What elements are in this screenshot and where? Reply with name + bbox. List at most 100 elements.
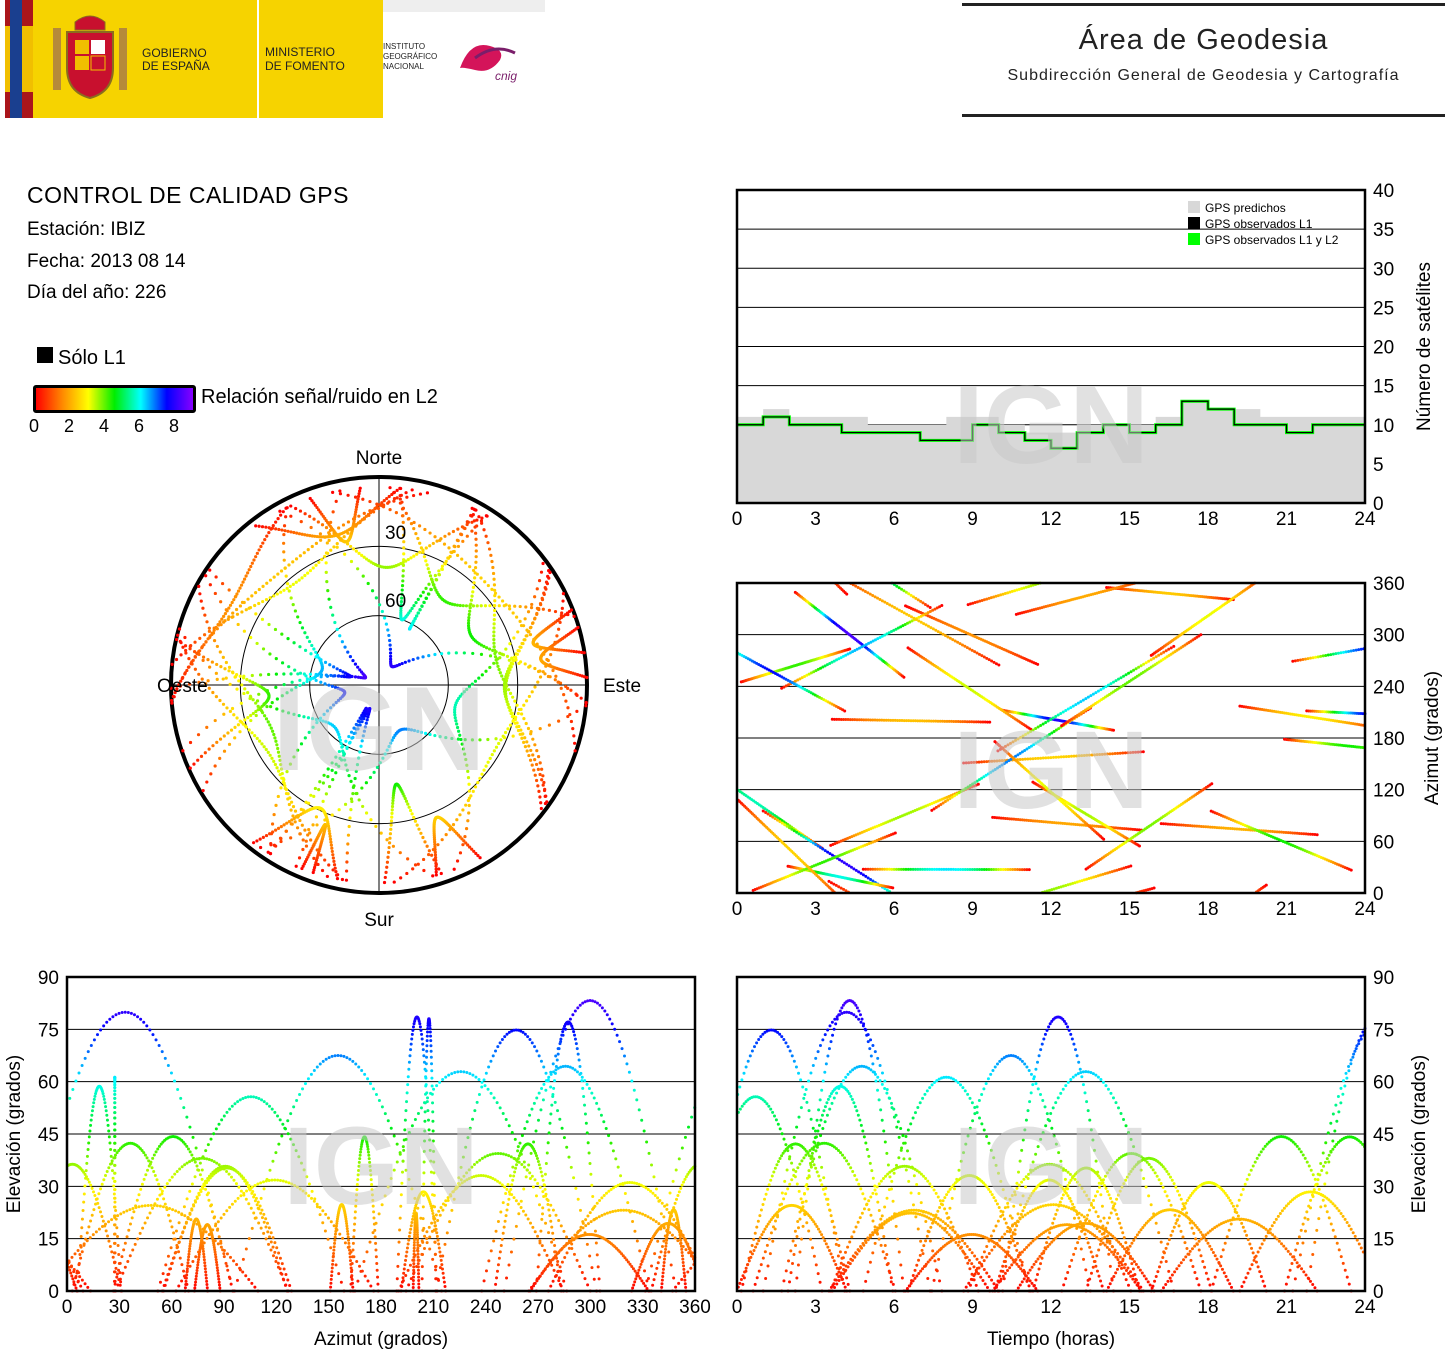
skyplot-point (431, 874, 435, 878)
skyplot-point (330, 761, 334, 765)
skyplot-point (280, 694, 284, 698)
elevation-azimuth-point (332, 1245, 336, 1249)
skyplot-point (561, 592, 566, 596)
skyplot-point (224, 660, 228, 665)
skyplot-point (536, 784, 540, 788)
skyplot-point (429, 587, 433, 591)
skyplot-point (438, 538, 442, 542)
skyplot-point (499, 738, 503, 742)
elevation-azimuth-point (215, 1260, 219, 1264)
azimuth-point (845, 592, 849, 596)
elevation-azimuth-point (417, 1282, 421, 1286)
skyplot-point (470, 520, 474, 524)
skyplot-point (234, 674, 238, 679)
skyplot-point (246, 691, 250, 695)
skyplot-point (400, 584, 405, 588)
skyplot-point (425, 491, 430, 495)
skyplot-point (227, 588, 231, 592)
skyplot-point (318, 532, 323, 536)
skyplot-point (307, 801, 311, 805)
skyplot-point (464, 826, 469, 831)
skyplot-point (381, 756, 385, 760)
snr-tick-0: 0 (29, 416, 40, 436)
skyplot-point (320, 523, 325, 527)
skyplot-point (233, 736, 237, 740)
skyplot-point (387, 744, 391, 749)
skyplot-point (298, 671, 303, 675)
skyplot-point (492, 622, 496, 626)
skyplot-point (313, 863, 317, 867)
skyplot-point (356, 497, 360, 501)
skyplot-point (360, 786, 364, 790)
skyplot-point (374, 824, 378, 829)
skyplot-point (510, 662, 515, 666)
skyplot-point (572, 734, 576, 738)
skyplot-point (540, 596, 544, 600)
skyplot-point (285, 586, 289, 590)
skyplot-point (433, 856, 438, 860)
azimuth-point (1142, 662, 1146, 666)
elevation-azimuth-point (409, 1048, 413, 1052)
x-tick-label: 9 (967, 509, 978, 530)
skyplot-point (510, 715, 514, 719)
skyplot-point (283, 529, 287, 533)
skyplot-point (336, 873, 340, 877)
skyplot-point (472, 519, 476, 523)
skyplot-point (351, 517, 356, 521)
azimuth-point (1116, 677, 1120, 681)
skyplot-point (349, 779, 353, 783)
azimuth-point (1354, 648, 1358, 652)
skyplot-point (323, 858, 327, 862)
skyplot-point (432, 838, 437, 842)
skyplot-point (197, 584, 201, 588)
skyplot-point (349, 808, 353, 812)
grey-strip (383, 0, 545, 12)
skyplot-point (354, 549, 358, 553)
skyplot-point (332, 665, 336, 669)
skyplot-point (459, 737, 463, 742)
skyplot-point (469, 598, 474, 602)
azimuth-point (1169, 646, 1173, 650)
skyplot-point (354, 505, 359, 509)
skyplot-point (192, 762, 196, 766)
skyplot-point (569, 688, 573, 692)
skyplot-point (453, 710, 457, 714)
elevation-azimuth-point (660, 1278, 664, 1282)
skyplot-point (319, 853, 323, 857)
skyplot-point (201, 606, 205, 610)
skyplot-point (429, 577, 434, 581)
skyplot-point (326, 551, 330, 555)
skyplot-point (346, 542, 350, 546)
elevation-azimuth-point (330, 1266, 334, 1270)
skyplot-point (261, 647, 266, 651)
skyplot-point (574, 650, 579, 654)
elevation-azimuth-point (412, 1265, 416, 1269)
skyplot-point (379, 831, 383, 835)
skyplot-point (491, 571, 496, 576)
skyplot-point (522, 703, 526, 707)
skyplot-point (452, 544, 456, 548)
skyplot-point (345, 746, 349, 750)
elevation-azimuth-point (351, 1285, 355, 1289)
skyplot-point (225, 706, 229, 710)
skyplot-point (464, 604, 469, 608)
azimuth-point (1352, 649, 1356, 653)
skyplot-point (512, 659, 516, 663)
skyplot-point (391, 844, 396, 848)
skyplot-point (450, 602, 454, 606)
skyplot-point (459, 532, 463, 536)
skyplot-point (557, 719, 561, 723)
skyplot-point (516, 711, 520, 716)
skyplot-point (181, 749, 185, 753)
skyplot-point (176, 633, 180, 637)
skyplot-point (314, 815, 319, 819)
skyplot-point (470, 529, 474, 533)
skyplot-point (360, 553, 364, 557)
skyplot-point (356, 723, 360, 727)
skyplot-point (253, 591, 258, 595)
skyplot-point (200, 645, 204, 649)
skyplot-point (265, 704, 269, 709)
skyplot-point (404, 799, 409, 803)
skyplot-point (486, 737, 490, 742)
skyplot-point (308, 568, 313, 573)
